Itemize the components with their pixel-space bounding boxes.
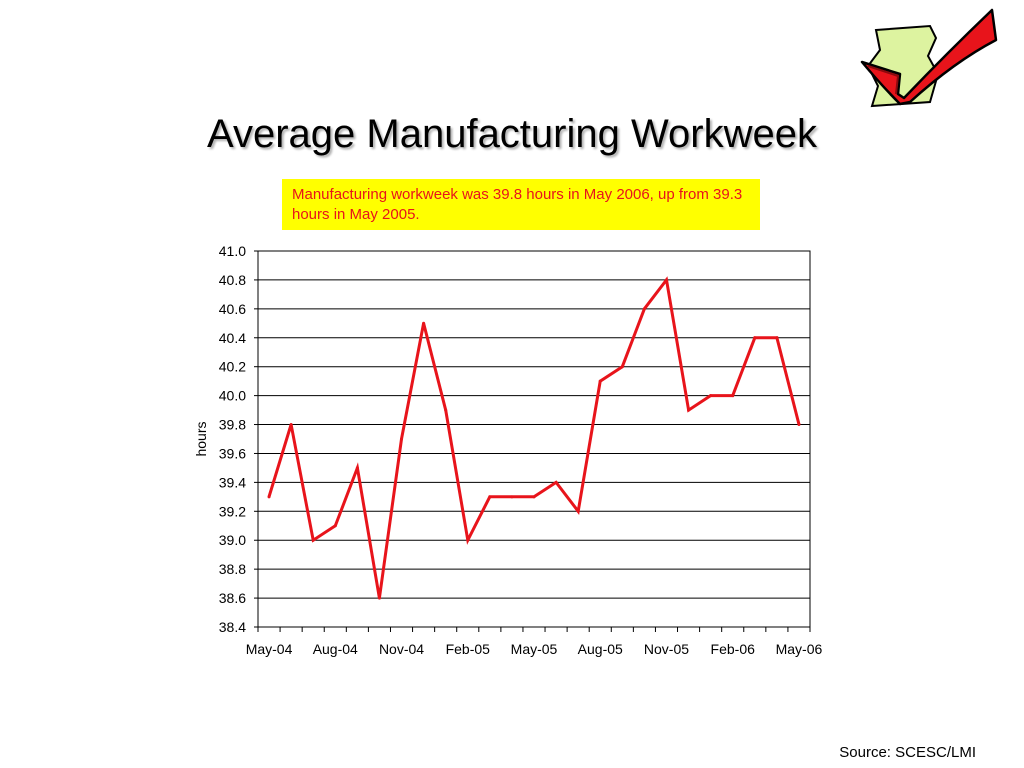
data-point [664,278,668,282]
data-point [267,495,271,499]
data-point [466,538,470,542]
data-point [510,495,514,499]
data-point [422,321,426,325]
y-tick-label: 39.4 [219,474,246,490]
x-tick-label: Aug-05 [578,641,623,657]
y-tick-label: 40.6 [219,301,246,317]
data-point [576,509,580,513]
series-layer [267,276,801,600]
highlight-note: Manufacturing workweek was 39.8 hours in… [282,179,760,230]
plot-frame [257,250,811,628]
data-point [687,408,691,412]
data-point [400,437,404,441]
series-line [267,276,801,599]
data-point [333,524,337,528]
y-tick-label: 39.6 [219,445,246,461]
data-point [797,423,801,427]
y-tick-label: 40.8 [219,272,246,288]
y-tick-label: 41.0 [219,243,246,259]
x-tick-label: Nov-05 [644,641,689,657]
checkmark-icon [858,6,998,115]
y-axis-label: hours [193,421,209,456]
y-tick-label: 38.6 [219,590,246,606]
data-point [753,336,757,340]
gridlines [258,250,810,628]
data-point [775,336,779,340]
data-point [311,538,315,542]
x-tick-label: Nov-04 [379,641,424,657]
data-point [554,480,558,484]
x-tick-label: Feb-06 [711,641,756,657]
data-point [444,408,448,412]
data-point [731,394,735,398]
y-axis: 41.0 40.8 40.6 40.4 40.2 40.0 39.8 39.6 39.4 39.2… [219,243,258,635]
source-note: Source: SCESC/LMI [839,744,976,761]
x-axis: May-04 Aug-04 Nov-04 Feb-05 May-05 Aug-05 Nov-… [246,627,823,657]
y-tick-label: 39.0 [219,532,246,548]
slide-title: Average Manufacturing Workweek [207,112,817,156]
data-point [289,423,293,427]
y-tick-label: 40.4 [219,330,246,346]
data-point [642,307,646,311]
data-point [377,596,381,600]
y-tick-label: 39.8 [219,417,246,433]
x-tick-label: Aug-04 [313,641,358,657]
y-tick-label: 40.2 [219,359,246,375]
data-point [598,379,602,383]
y-tick-label: 39.2 [219,503,246,519]
x-tick-label: Feb-05 [446,641,491,657]
y-tick-label: 38.4 [219,619,246,635]
data-point [355,466,359,470]
data-point [620,365,624,369]
y-tick-label: 40.0 [219,388,246,404]
data-point [532,495,536,499]
data-point [709,394,713,398]
x-tick-label: May-05 [511,641,558,657]
data-point [488,495,492,499]
x-tick-label: May-06 [776,641,823,657]
y-tick-label: 38.8 [219,561,246,577]
x-tick-label: May-04 [246,641,293,657]
